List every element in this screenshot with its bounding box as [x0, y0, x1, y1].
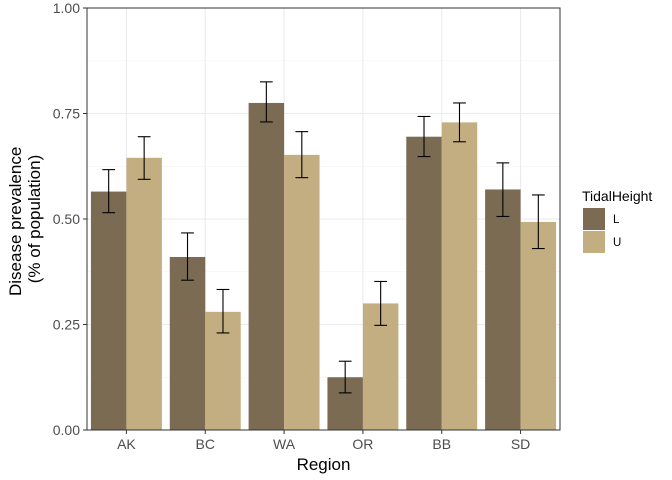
bar-U-BB	[441, 122, 478, 430]
x-axis-ticks: AK BC WA OR BB SD	[117, 430, 530, 452]
error-bar-L-BB	[417, 115, 431, 158]
bar-U-AK	[126, 157, 162, 430]
error-bars	[102, 81, 545, 394]
x-tick-label: AK	[117, 436, 136, 452]
legend-title: TidalHeight	[582, 188, 652, 204]
x-tick-label: BC	[196, 436, 215, 452]
y-tick-label: 0.75	[53, 106, 80, 122]
error-bar-L-WA	[259, 81, 273, 123]
error-bar-U-SD	[531, 194, 545, 250]
x-tick-label: SD	[511, 436, 530, 452]
legend-label-U: U	[613, 237, 621, 249]
bar-L-AK	[90, 191, 127, 430]
legend-key-U	[583, 231, 605, 253]
y-axis-title: Disease prevalence (% of population)	[6, 142, 44, 296]
error-bar-L-BC	[181, 232, 194, 281]
x-axis-title: Region	[297, 455, 351, 474]
y-axis-title-line-1: Disease prevalence	[6, 147, 25, 296]
error-bar-U-BB	[453, 102, 466, 143]
bar-L-BC	[169, 256, 206, 430]
y-tick-label: 1.00	[53, 0, 80, 16]
error-bar-U-OR	[374, 280, 388, 326]
error-bar-U-WA	[295, 131, 309, 179]
x-tick-label: WA	[273, 436, 296, 452]
bar-L-SD	[485, 189, 521, 430]
y-tick-label: 0.00	[53, 422, 80, 438]
bar-L-BB	[406, 136, 442, 430]
error-bar-L-AK	[102, 169, 116, 214]
error-bar-L-SD	[496, 162, 510, 218]
legend-key-L	[583, 208, 605, 230]
legend-items: LU	[583, 208, 621, 253]
bars	[90, 102, 557, 430]
y-tick-label: 0.50	[53, 211, 80, 227]
bar-U-WA	[284, 154, 320, 430]
legend-label-L: L	[613, 214, 620, 226]
error-bar-L-OR	[338, 360, 352, 394]
y-axis-ticks: 0.00 0.25 0.50 0.75 1.00	[53, 0, 87, 438]
x-tick-label: OR	[352, 436, 373, 452]
bar-L-WA	[248, 102, 285, 430]
error-bar-U-AK	[137, 136, 151, 180]
error-bar-U-BC	[216, 288, 230, 334]
y-tick-label: 0.25	[53, 317, 80, 333]
bar-U-SD	[520, 221, 557, 430]
x-tick-label: BB	[432, 436, 451, 452]
y-axis-title-line-2: (% of population)	[25, 155, 44, 284]
legend: TidalHeight LU	[582, 188, 652, 253]
